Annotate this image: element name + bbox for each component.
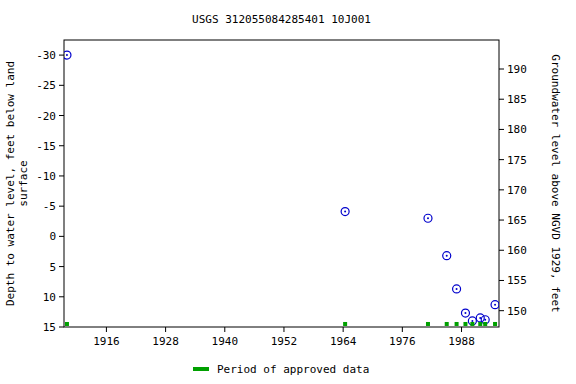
point-center	[494, 304, 496, 306]
y2-tick	[499, 99, 504, 100]
data-point	[470, 322, 474, 326]
data-point	[443, 252, 451, 260]
y2-tick	[499, 129, 504, 130]
data-point	[453, 285, 461, 293]
point-center	[471, 320, 473, 322]
y2-tick-label: 170	[507, 184, 527, 197]
y-tick-label: 15	[43, 321, 56, 334]
y-axis-label: surface	[17, 160, 30, 206]
y2-tick-label: 175	[507, 154, 527, 167]
y-tick-label: -30	[36, 49, 56, 62]
y2-tick-label: 165	[507, 214, 527, 227]
data-point	[341, 208, 349, 216]
y-tick-label: -20	[36, 110, 56, 123]
chart: USGS 312055084285401 10J001 -30 -25 -20 -15 -…	[0, 0, 576, 384]
x-tick-label: 1988	[448, 335, 475, 348]
x-tick	[343, 327, 344, 332]
y-tick	[59, 296, 64, 297]
data-point	[426, 322, 430, 326]
x-tick	[402, 327, 403, 332]
point-center	[344, 211, 346, 213]
y2-tick	[499, 310, 504, 311]
x-tick	[224, 327, 225, 332]
data-point	[343, 322, 347, 326]
point-center	[427, 217, 429, 219]
y-tick	[59, 266, 64, 267]
y2-tick-label: 180	[507, 123, 527, 136]
title: USGS 312055084285401 10J001	[192, 13, 371, 26]
y2-tick-label: 190	[507, 63, 527, 76]
y2-tick	[499, 220, 504, 221]
y-tick	[59, 206, 64, 207]
data-point	[424, 214, 432, 222]
y2-axis-label: Groundwater level above NGVD 1929, feet	[549, 54, 562, 312]
y-tick-label: 5	[49, 261, 56, 274]
y2-tick	[499, 159, 504, 160]
x-tick	[106, 327, 107, 332]
y-tick-label: -10	[36, 170, 56, 183]
data-point	[463, 322, 467, 326]
y-axis-label: Depth to water level, feet below land	[4, 61, 17, 306]
point-center	[456, 288, 458, 290]
y-tick	[59, 115, 64, 116]
x-tick	[165, 327, 166, 332]
data-point	[461, 309, 469, 317]
x-tick-label: 1976	[389, 335, 416, 348]
y-tick	[59, 55, 64, 56]
x-tick	[283, 327, 284, 332]
y2-tick-label: 160	[507, 244, 527, 257]
legend-label: Period of approved data	[217, 363, 369, 376]
data-point	[64, 51, 71, 59]
point-center	[464, 312, 466, 314]
y-tick-label: -5	[43, 200, 56, 213]
data-point	[478, 322, 482, 326]
data-point	[491, 301, 499, 309]
y-tick	[59, 175, 64, 176]
x-tick-label: 1952	[271, 335, 298, 348]
data-point	[476, 314, 484, 322]
y2-tick-label: 185	[507, 93, 527, 106]
plot-frame	[64, 40, 499, 327]
point-center	[66, 54, 68, 56]
y-tick	[59, 327, 64, 328]
x-tick-label: 1916	[93, 335, 120, 348]
data-point	[445, 322, 449, 326]
legend-swatch	[193, 367, 209, 371]
y-tick-label: -15	[36, 140, 56, 153]
data-point	[455, 322, 459, 326]
x-tick-label: 1940	[212, 335, 239, 348]
y-tick-label: 10	[43, 291, 56, 304]
y2-tick-label: 150	[507, 305, 527, 318]
y-tick	[59, 236, 64, 237]
point-center	[446, 255, 448, 257]
y2-tick-label: 155	[507, 274, 527, 287]
y2-tick	[499, 69, 504, 70]
data-point	[493, 322, 497, 326]
x-tick	[461, 327, 462, 332]
y-tick-label: 0	[49, 230, 56, 243]
data-point	[483, 322, 487, 326]
x-tick-label: 1964	[330, 335, 357, 348]
x-tick-label: 1928	[152, 335, 179, 348]
y2-tick	[499, 250, 504, 251]
y-tick	[59, 145, 64, 146]
y-tick	[59, 85, 64, 86]
y2-tick	[499, 280, 504, 281]
plot-marks	[64, 51, 499, 326]
y-tick-label: -25	[36, 79, 56, 92]
y2-tick	[499, 189, 504, 190]
point-center	[484, 319, 486, 321]
data-point	[65, 322, 69, 326]
